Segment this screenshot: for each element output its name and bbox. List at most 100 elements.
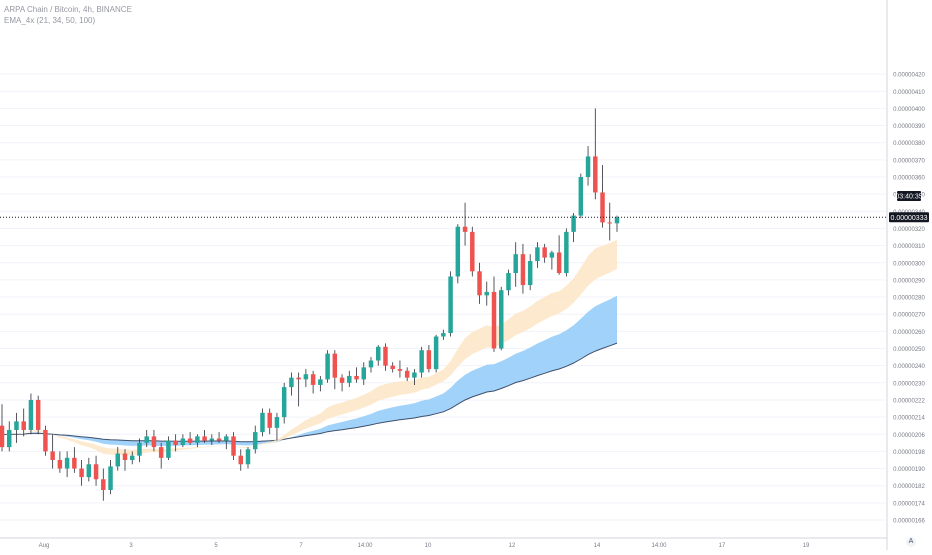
candle — [325, 350, 330, 383]
time-tick-label: 14:00 — [357, 543, 373, 549]
price-tick-label: 0.00000230 — [893, 381, 925, 387]
candles — [0, 108, 620, 501]
candle-body — [64, 457, 70, 469]
candle-body — [231, 436, 236, 456]
candle-body — [187, 438, 193, 443]
time-tick-label: 19 — [803, 543, 810, 549]
candle — [122, 449, 128, 471]
candle-body — [35, 399, 41, 430]
candle — [173, 434, 178, 452]
candle — [187, 432, 193, 445]
candle-body — [28, 399, 34, 430]
time-tick-label: 3 — [129, 543, 133, 549]
candle-body — [86, 464, 92, 478]
candle-body — [224, 436, 229, 441]
countdown-timer: 03:40:35 — [895, 194, 922, 201]
price-axis[interactable]: 0.00000166 0.00000174 0.00000182 0.00000190… — [886, 0, 926, 550]
candle — [166, 436, 171, 460]
candle — [28, 393, 34, 435]
candle-body — [79, 468, 84, 478]
candle-body — [448, 276, 453, 334]
price-tick-label: 0.00000198 — [893, 450, 925, 456]
candle — [296, 372, 301, 407]
candle-body — [368, 360, 374, 368]
chart-legend[interactable]: ARPA Chain / Bitcoin, 4h, BINANCE EMA_4x… — [4, 4, 132, 26]
candle — [354, 367, 359, 383]
price-tick-label: 0.00000166 — [893, 519, 925, 525]
candle — [303, 369, 309, 388]
candle — [281, 382, 287, 424]
symbol-title[interactable]: ARPA Chain / Bitcoin, 4h, BINANCE — [4, 5, 132, 14]
candle — [93, 455, 99, 486]
price-tick-label: 0.00000320 — [893, 227, 925, 233]
candle-body — [354, 375, 359, 380]
candle-body — [252, 432, 258, 450]
candle-body — [260, 412, 265, 433]
time-tick-label: 12 — [509, 543, 516, 549]
ema-50-100-band — [2, 295, 617, 446]
indicator-title[interactable]: EMA_4x (21, 34, 50, 100) — [4, 16, 96, 25]
candle-body — [498, 290, 504, 349]
candle — [397, 360, 403, 378]
candle — [520, 243, 526, 294]
candle — [527, 254, 533, 291]
auto-scale-button[interactable]: A — [906, 537, 916, 547]
candle-body — [144, 436, 149, 443]
price-tick-label: 0.00000174 — [893, 501, 925, 507]
candle — [470, 226, 475, 277]
candle-body — [238, 455, 244, 465]
price-tick-label: 0.00000380 — [893, 141, 925, 147]
candle-body — [556, 252, 562, 274]
candle — [310, 370, 316, 394]
price-tick-label: 0.00000310 — [893, 244, 925, 250]
candle-body — [318, 379, 323, 385]
candle — [21, 408, 26, 437]
price-tick-label: 0.00000300 — [893, 261, 925, 267]
candle — [158, 442, 164, 469]
candle-body — [281, 387, 287, 418]
time-tick-label: Aug — [39, 543, 50, 549]
candle-body — [506, 273, 511, 291]
current-price-value: 0.00000333 — [891, 215, 928, 222]
candle — [115, 447, 121, 471]
price-tick-label: 0.00000410 — [893, 90, 925, 96]
candle — [216, 432, 222, 443]
time-tick-label: 17 — [719, 543, 726, 549]
candle — [535, 242, 540, 268]
candle — [549, 250, 555, 270]
candle-body — [441, 333, 446, 337]
candle-body — [455, 226, 461, 277]
candle-body — [151, 436, 157, 448]
candle — [57, 451, 63, 473]
candle-body — [549, 252, 555, 258]
candle-body — [216, 438, 222, 441]
candle — [267, 408, 272, 435]
candle — [368, 357, 374, 373]
candle — [144, 429, 149, 448]
candle — [151, 429, 157, 452]
candle-body — [43, 429, 48, 452]
candle — [462, 202, 468, 246]
candle — [585, 146, 591, 186]
candle — [209, 434, 215, 445]
candle-body — [289, 377, 294, 388]
ema-100-line — [1, 342, 618, 443]
candle-body — [72, 457, 77, 469]
candle-body — [433, 336, 439, 370]
candle — [108, 459, 113, 495]
candle — [202, 429, 207, 443]
time-tick-label: 5 — [214, 543, 218, 549]
candle-body — [129, 455, 135, 460]
candle-body — [535, 247, 540, 262]
candle — [64, 451, 70, 478]
candle — [477, 262, 482, 304]
time-axis[interactable]: Aug 3 5 7 14:00 10 12 14 14:00 17 19 — [0, 537, 887, 549]
candle — [556, 235, 562, 275]
price-tick-label: 0.00000206 — [893, 433, 925, 439]
price-tick-label: 0.00000360 — [893, 176, 925, 182]
candle — [513, 242, 518, 287]
candle — [0, 404, 5, 452]
ema-bands — [1, 239, 618, 456]
